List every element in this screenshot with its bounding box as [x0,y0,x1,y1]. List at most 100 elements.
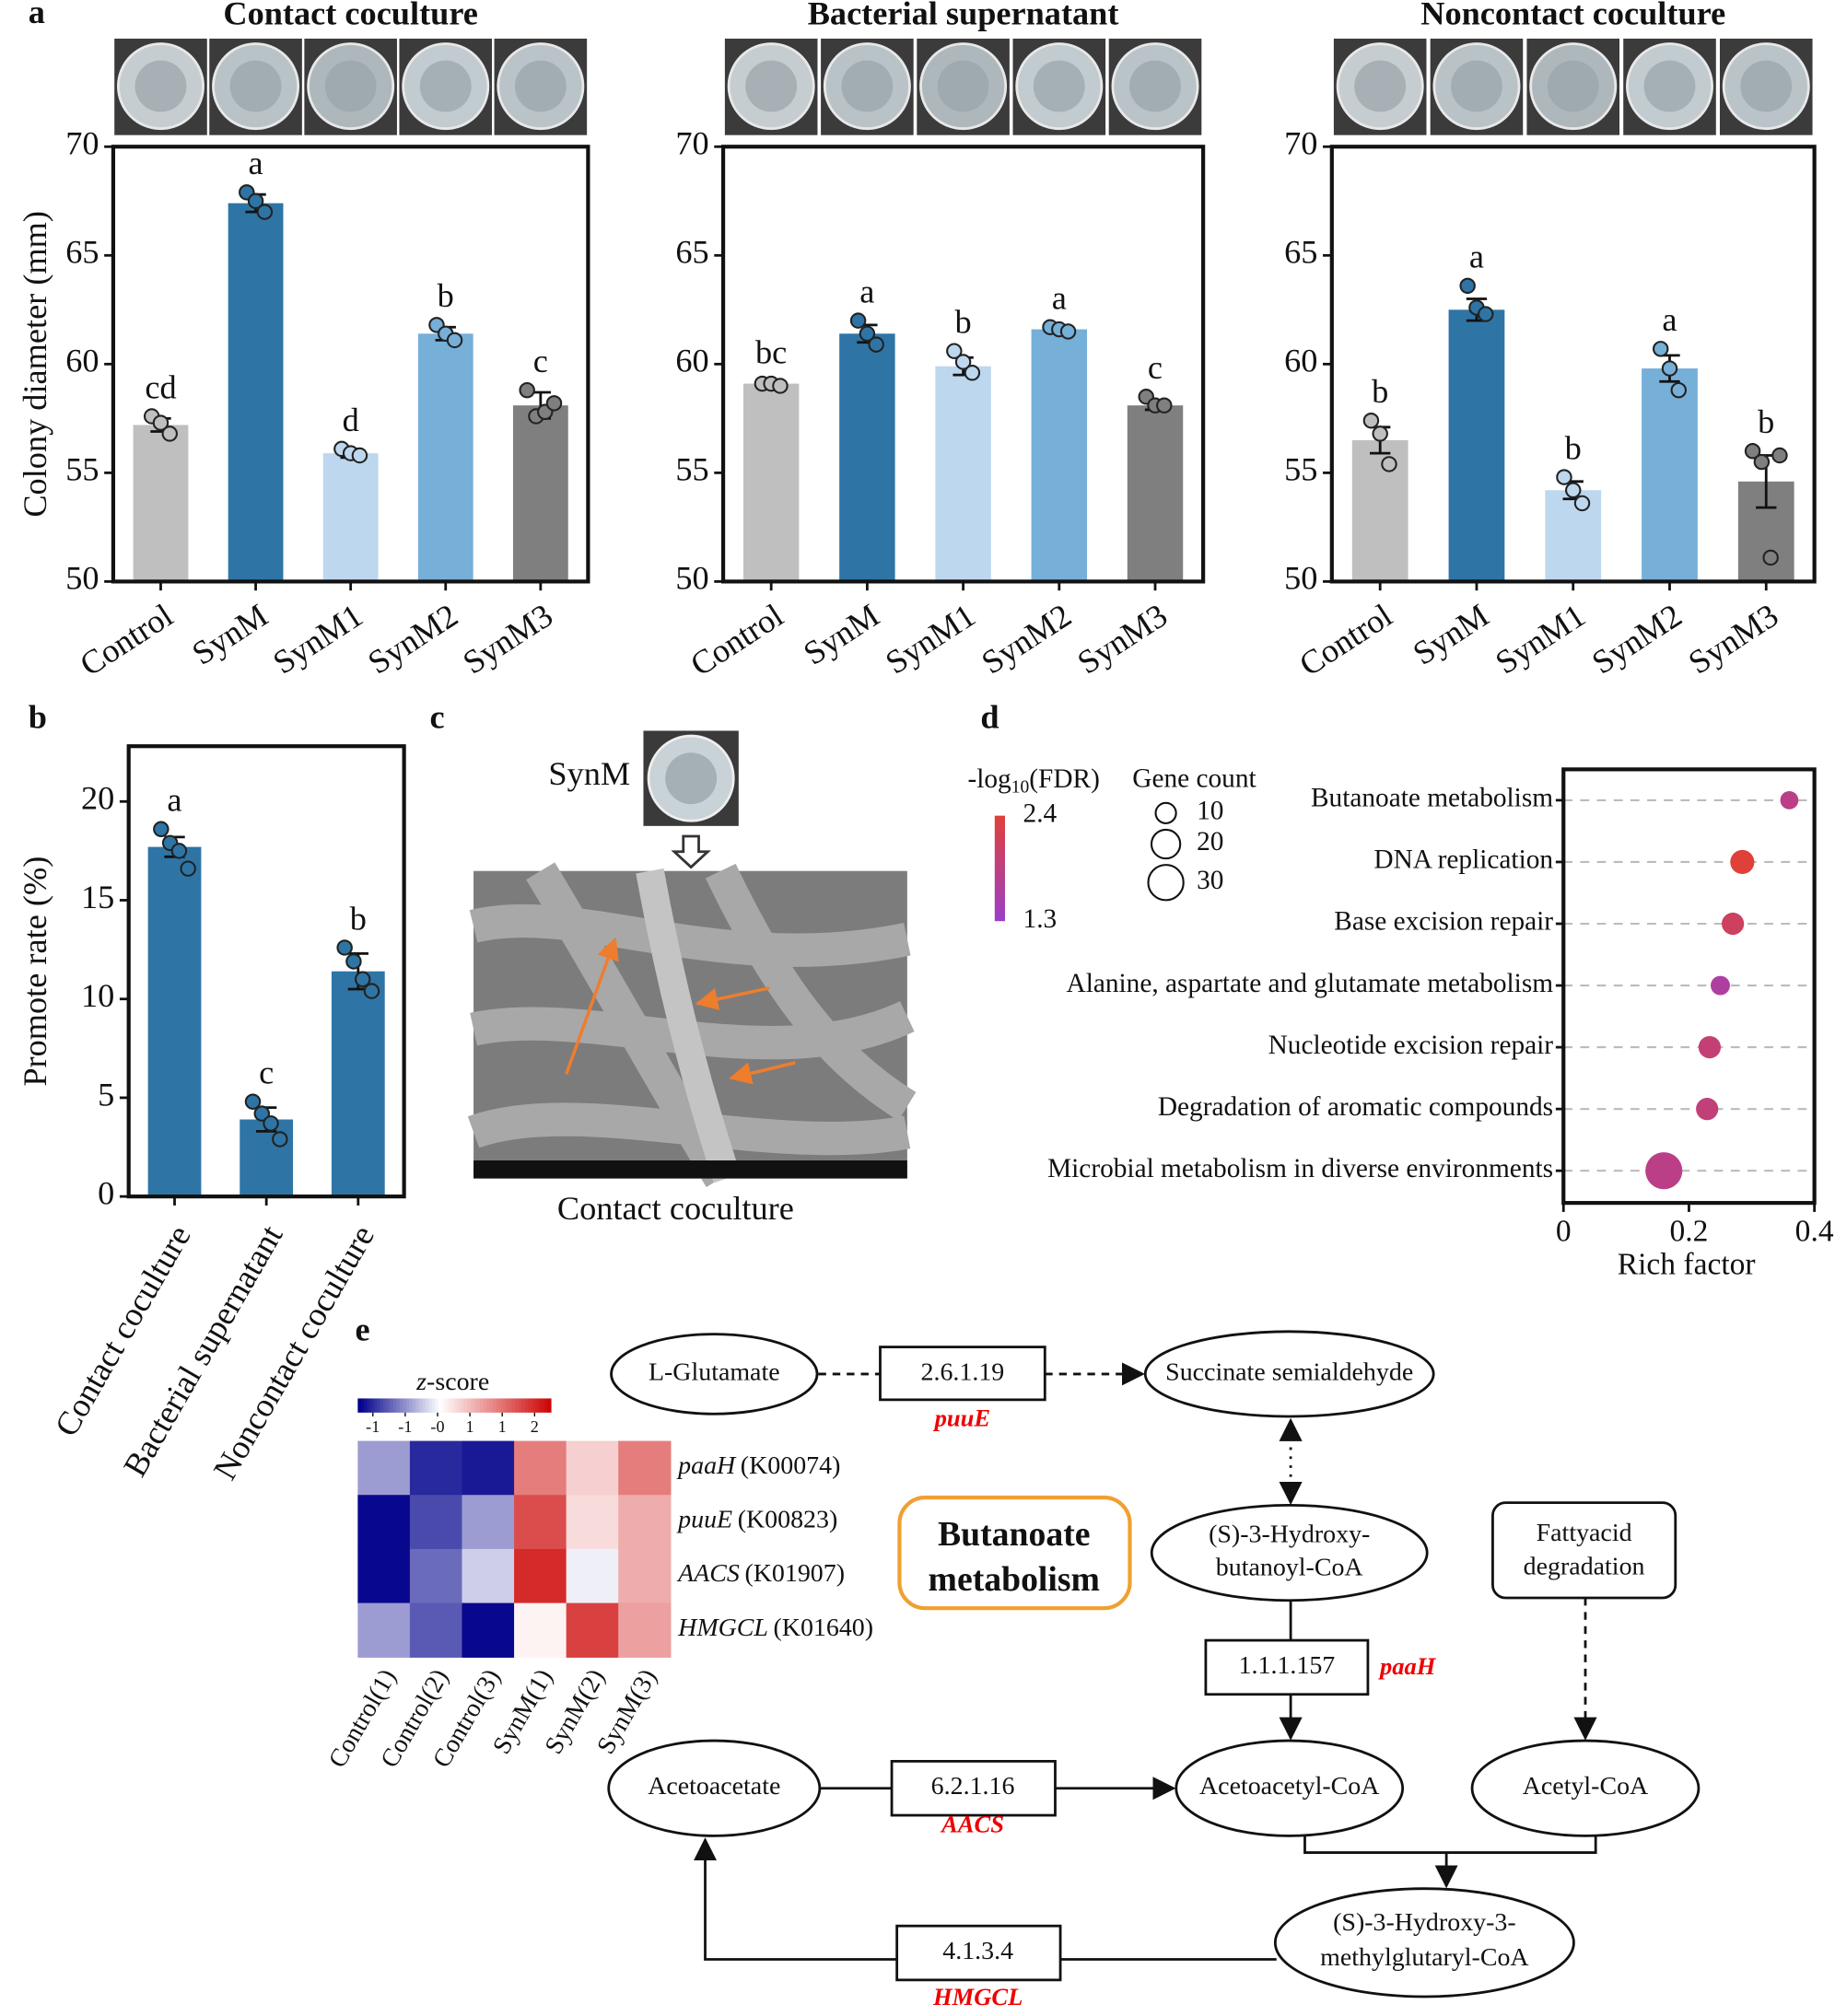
node-label: (S)-3-Hydroxy- [1209,1520,1370,1548]
down-arrow [671,834,711,869]
significance-label: a [859,274,874,310]
y-tick-label: 55 [1284,451,1317,488]
significance-label: bc [755,334,787,371]
x-tick-label: SynM1 [879,597,981,682]
colorbar-step [373,1398,378,1413]
colorbar-step [425,1398,429,1413]
x-tick-label: SynM [797,597,885,672]
ec-number: 1.1.1.157 [1239,1651,1336,1680]
data-point [545,395,563,412]
significance-label: a [249,145,263,181]
heatmap-cell [514,1602,567,1658]
heatmap-cell [566,1548,619,1604]
heatmap-cell [514,1440,567,1496]
pointer [729,1061,796,1085]
colorbar-step [431,1398,436,1413]
heatmap-cell [462,1495,515,1550]
colony [1129,60,1181,112]
x-tick-label: Noncontact coculture [206,1219,381,1486]
heatmap-cell [357,1440,411,1496]
heatmap-cell [566,1495,619,1550]
bar [133,425,189,582]
title-part: -log [967,764,1011,794]
colorbar-step [415,1398,420,1413]
colony [745,60,798,112]
enzyme-box [1204,1638,1370,1696]
data-point [1459,277,1476,295]
size-legend-label: 30 [1197,866,1223,895]
colorbar-step [390,1398,394,1413]
sem-info-bar [473,1160,907,1179]
x-tick-label: SynM3 [456,597,558,682]
bar [1031,329,1088,582]
hypha [636,868,741,1183]
bar [1448,309,1505,582]
data-point [1478,306,1494,322]
data-point [868,336,884,353]
significance-label: cd [145,368,176,405]
enzyme-box [895,1924,1062,1982]
bar [935,366,991,582]
bar [322,453,379,582]
panel-label: a [29,0,45,30]
colorbar-step [486,1398,491,1413]
colorbar-step [357,1398,362,1413]
colorbar-label: 1 [498,1417,507,1436]
data-point [272,1131,288,1148]
bar [839,333,895,582]
heatmap-cell [514,1495,567,1550]
significance-label: d [343,402,359,438]
colorbar-step [380,1398,384,1413]
data-point [1573,495,1591,512]
data-point [351,447,368,464]
significance-label: b [1565,429,1582,466]
y-tick-label: Degradation of aromatic compounds [1158,1092,1553,1122]
colorbar-step [461,1398,465,1413]
y-tick-label: Butanoate metabolism [1311,784,1553,813]
x-tick-label: Control [1292,597,1398,683]
heatmap-cell [409,1602,463,1658]
significance-label: a [1662,301,1677,338]
row-label: AACS (K01907) [676,1560,845,1589]
x-tick-label: SynM [1407,597,1495,672]
colorbar-step [448,1398,452,1413]
y-tick-label: 20 [81,780,114,817]
colorbar-step [403,1398,407,1413]
bar [1127,405,1184,582]
data-point [1564,482,1582,499]
colorbar-label: 2 [531,1417,539,1436]
data-point [849,312,867,329]
data-point [363,983,380,999]
colorbar-step [418,1398,423,1413]
data-point [859,325,876,343]
heatmap-cell [462,1602,515,1658]
ec-number: 4.1.3.4 [942,1937,1013,1965]
heatmap-cell [566,1440,619,1496]
colorbar-step [534,1398,539,1413]
colorbar-step [480,1398,485,1413]
plot-frame [111,145,590,584]
color-legend-title: -log10(FDR) [967,764,1099,798]
y-tick-label: 5 [98,1076,114,1113]
node-label: Fattyacid [1537,1519,1632,1547]
colony [1033,60,1085,112]
plot-frame [1561,767,1817,1206]
significance-label: c [1148,349,1163,386]
colorbar-label: 1.3 [1023,904,1058,934]
colorbar-label: 1 [466,1417,474,1436]
sem-panel: SynM Contact coculture [467,730,917,1227]
y-tick-label: 10 [81,977,114,1014]
colony [937,60,989,112]
colorbar-step [444,1398,449,1413]
y-tick-label: 50 [65,560,99,597]
data-point [772,378,789,394]
data-point [244,1093,262,1110]
colorbar-label: 2.4 [1023,798,1058,828]
y-tick-label: 60 [1284,343,1317,379]
y-tick-label: 50 [1284,560,1317,597]
pointer [695,986,770,1010]
colorbar-step [483,1398,487,1413]
data-point [1362,412,1380,429]
heatmap-cell [462,1440,515,1496]
